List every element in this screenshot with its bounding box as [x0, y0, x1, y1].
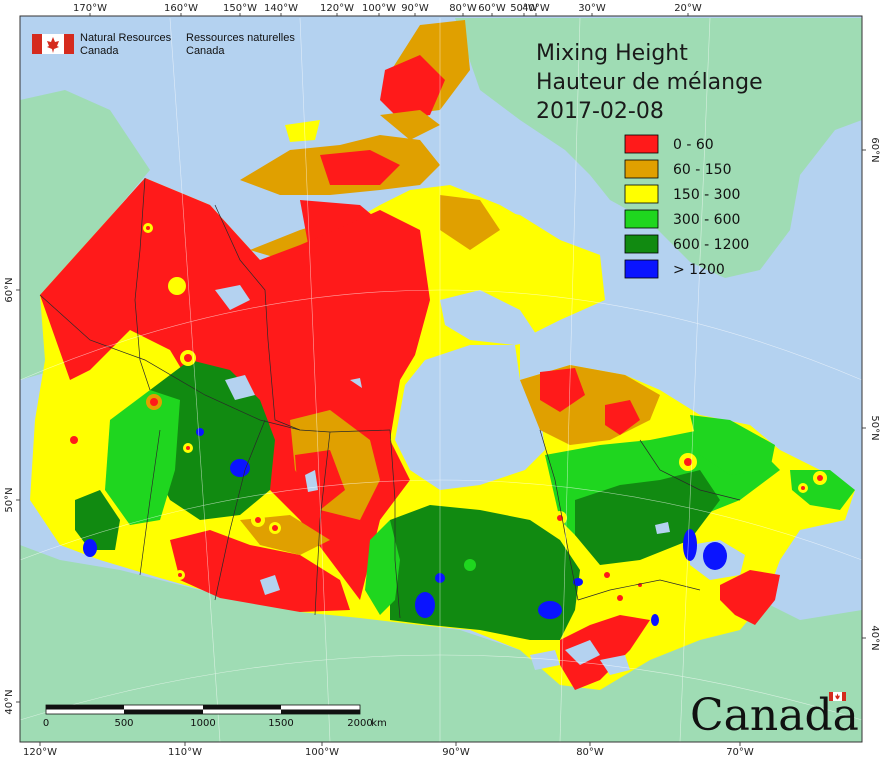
bottom-longitude-label: 80°W: [576, 747, 604, 758]
scale-unit-label: km: [371, 718, 387, 729]
left-latitude-labels: 60°N 50°N 40°N: [4, 277, 20, 715]
scale-tick-label: 1000: [190, 718, 215, 729]
scale-tick-label: 0: [43, 718, 49, 729]
top-longitude-label: 60°W: [478, 3, 506, 14]
right-latitude-label: 40°N: [869, 625, 880, 650]
right-latitude-label: 60°N: [869, 137, 880, 162]
legend: 0 - 60 60 - 150 150 - 300 300 - 600 600 - 12…: [624, 134, 749, 279]
zone-0-60-southern-ontario: [560, 615, 650, 690]
legend-label: 150 - 300: [673, 187, 740, 203]
org-fr-line2: Canada: [186, 45, 225, 57]
title-date: 2017-02-08: [536, 99, 664, 124]
title-line1: Mixing Height: [536, 41, 688, 66]
legend-label: > 1200: [673, 262, 725, 278]
top-longitude-label: 80°W: [449, 3, 477, 14]
legend-swatch: [624, 234, 659, 254]
graticule: [19, 17, 863, 743]
org-signature: Natural Resources Canada Ressources natu…: [32, 32, 295, 57]
top-longitude-label: 100°W: [362, 3, 396, 14]
zone-0-60-quebec: [540, 368, 585, 412]
lakes: [215, 285, 670, 675]
zone-300-600-ontario: [365, 520, 400, 615]
org-en-line2: Canada: [80, 45, 119, 57]
zone-600-1200-prairies: [150, 360, 275, 520]
bottom-longitude-label: 70°W: [726, 747, 754, 758]
legend-swatch: [624, 209, 659, 229]
alaska: [20, 90, 150, 380]
zone-0-60-maritimes: [720, 570, 780, 625]
zone-300-600-prairies: [105, 390, 180, 525]
provincial-borders: [39, 177, 741, 619]
top-longitude-label: 150°W: [223, 3, 257, 14]
legend-label: 600 - 1200: [673, 237, 749, 253]
wordmark-flag-icon: [829, 692, 846, 701]
zone-600-1200-ontario: [390, 505, 580, 640]
legend-swatch: [624, 134, 659, 154]
top-longitude-label: 20°W: [674, 3, 702, 14]
right-latitude-labels: 60°N 50°N 40°N: [862, 137, 880, 651]
legend-label: 300 - 600: [673, 212, 740, 228]
scale-tick-label: 2000: [347, 718, 372, 729]
top-longitude-label: 140°W: [264, 3, 298, 14]
top-longitude-label: 50°W: [510, 3, 538, 14]
top-longitude-label: 90°W: [401, 3, 429, 14]
zone-300-600-labrador: [690, 415, 775, 475]
top-longitude-label: 170°W: [73, 3, 107, 14]
org-fr-line1: Ressources naturelles: [186, 32, 295, 44]
left-latitude-label: 40°N: [4, 689, 15, 714]
scale-tick-label: 1500: [268, 718, 293, 729]
hudson-strait: [440, 290, 540, 345]
top-longitude-label: 40°W: [522, 3, 550, 14]
canada-wordmark: Canada: [690, 690, 859, 741]
right-latitude-label: 50°N: [869, 415, 880, 440]
zone-300-600-newfoundland: [790, 470, 855, 510]
left-latitude-label: 60°N: [4, 277, 15, 302]
scale-tick-label: 500: [114, 718, 133, 729]
zone-0-60-labrador: [605, 400, 640, 435]
zone-0-60-south-prairies: [170, 530, 350, 612]
legend-label: 60 - 150: [673, 162, 732, 178]
bottom-longitude-label: 90°W: [442, 747, 470, 758]
bottom-longitude-label: 100°W: [305, 747, 339, 758]
legend-swatch: [624, 184, 659, 204]
canada-flag-icon: [32, 34, 74, 54]
bottom-longitude-labels: 120°W 110°W 100°W 90°W 80°W 70°W: [23, 742, 754, 758]
bottom-longitude-label: 110°W: [168, 747, 202, 758]
zone-150-300-southern-ontario: [590, 590, 640, 615]
title-line2: Hauteur de mélange: [536, 70, 763, 95]
red-hotspots: [66, 223, 827, 604]
zone-over-1200-patches: [83, 428, 727, 626]
bottom-longitude-label: 120°W: [23, 747, 57, 758]
hudson-bay: [395, 345, 545, 490]
zone-0-60-saskatchewan: [295, 450, 345, 510]
legend-label: 0 - 60: [673, 137, 714, 153]
org-en-line1: Natural Resources: [80, 32, 172, 44]
top-longitude-label: 30°W: [578, 3, 606, 14]
map-frame: [19, 15, 863, 743]
legend-swatch: [624, 259, 659, 279]
left-latitude-label: 50°N: [4, 487, 15, 512]
top-longitude-label: 120°W: [320, 3, 354, 14]
top-longitude-label: 160°W: [164, 3, 198, 14]
greenland: [455, 18, 862, 278]
zone-600-1200-west: [75, 490, 120, 550]
map-title: Mixing Height Hauteur de mélange 2017-02…: [536, 41, 763, 124]
legend-swatch: [624, 159, 659, 179]
united-states: [20, 545, 862, 742]
